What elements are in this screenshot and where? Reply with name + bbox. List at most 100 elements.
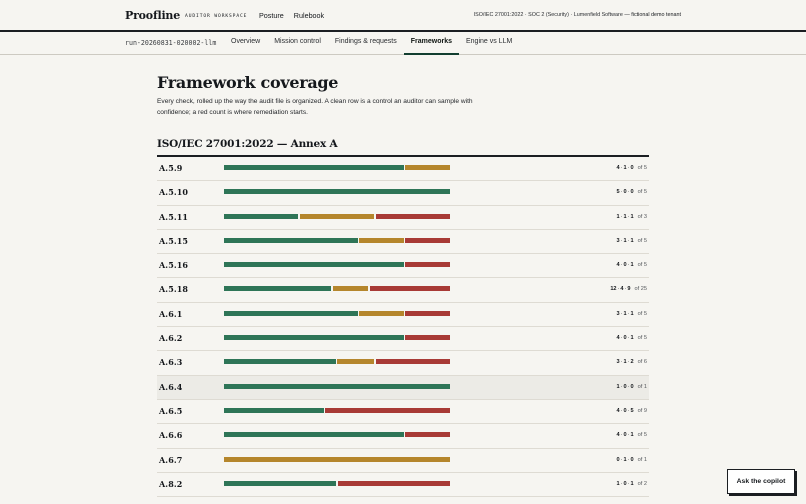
coverage-bar <box>224 262 450 268</box>
control-row[interactable]: A.8.2 1·0·1 of 2 <box>157 473 649 498</box>
bar-segment-fail <box>337 480 450 486</box>
tenant-note: — fictional demo tenant <box>622 12 681 18</box>
control-row[interactable]: A.6.4 1·0·0 of 1 <box>157 375 649 400</box>
coverage-bar <box>224 456 450 462</box>
separator-dot: · <box>620 480 623 487</box>
bar-segment-pass <box>224 165 404 170</box>
coverage-bar <box>224 165 450 170</box>
total-count: of 5 <box>637 335 647 342</box>
section-divider <box>157 155 649 157</box>
separator-dot: · <box>627 359 630 366</box>
count-summary: 1·0·0 of 1 <box>617 384 647 390</box>
partial-count: 1 <box>623 237 627 244</box>
tab-findings-requests[interactable]: Findings & requests <box>334 38 397 45</box>
control-row[interactable]: A.6.7 0·1·0 of 1 <box>157 449 649 473</box>
separator-dot: · <box>627 383 630 390</box>
control-row[interactable]: A.5.18 12·4·9 of 25 <box>157 278 649 303</box>
count-summary: 3·1·2 of 6 <box>617 359 647 365</box>
separator-dot: · <box>620 383 623 390</box>
bar-segment-fail <box>375 213 450 219</box>
control-id: A.6.1 <box>159 308 183 319</box>
fail-count: 0 <box>630 456 634 463</box>
bar-segment-partial <box>359 310 404 316</box>
control-row[interactable]: A.5.16 4·0·1 of 5 <box>157 254 649 279</box>
pass-count: 1 <box>616 383 620 390</box>
bar-segment-fail <box>405 262 450 268</box>
control-row[interactable]: A.6.6 4·0·1 of 5 <box>157 424 649 449</box>
tab-engine-vs-llm[interactable]: Engine vs LLM <box>466 38 513 45</box>
control-list: A.5.9 4·1·0 of 5 A.5.10 5·0·0 of 5 A.5.11 1·1·1… <box>157 157 649 498</box>
fail-count: 1 <box>630 213 634 220</box>
pass-count: 3 <box>616 237 620 244</box>
coverage-bar <box>224 383 450 389</box>
pass-count: 4 <box>616 165 620 171</box>
tab-frameworks[interactable]: Frameworks <box>403 32 459 55</box>
total-count: of 25 <box>634 286 647 293</box>
control-id: A.6.4 <box>159 381 183 392</box>
control-id: A.5.15 <box>159 235 189 246</box>
pass-count: 4 <box>616 262 620 269</box>
control-id: A.6.3 <box>159 357 183 368</box>
coverage-bar <box>224 213 450 219</box>
pass-count: 4 <box>616 407 620 414</box>
control-row[interactable]: A.6.2 4·0·1 of 5 <box>157 327 649 352</box>
separator-dot: · <box>620 432 623 439</box>
tab-mission-control[interactable]: Mission control <box>274 38 321 45</box>
nav-rulebook[interactable]: Rulebook <box>293 11 325 20</box>
pass-count: 4 <box>616 432 620 439</box>
control-row[interactable]: A.6.1 3·1·1 of 5 <box>157 303 649 328</box>
count-summary: 1·0·1 of 2 <box>617 481 647 487</box>
pass-count: 12 <box>610 286 617 293</box>
control-id: A.6.5 <box>159 405 183 416</box>
partial-count: 1 <box>623 310 627 317</box>
separator-dot: · <box>627 456 630 463</box>
fail-count: 0 <box>630 189 634 196</box>
control-row[interactable]: A.5.15 3·1·1 of 5 <box>157 230 649 255</box>
coverage-bar <box>224 237 450 243</box>
separator-dot: · <box>620 335 623 342</box>
pass-count: 5 <box>616 189 620 196</box>
tab-overview[interactable]: Overview <box>231 38 261 45</box>
ask-copilot-button[interactable]: Ask the copilot <box>727 469 795 494</box>
partial-count: 0 <box>623 407 627 414</box>
control-row[interactable]: A.5.10 5·0·0 of 5 <box>157 181 649 206</box>
pass-count: 1 <box>616 213 620 220</box>
run-id: run-20260831-020002-llm <box>125 39 217 47</box>
control-row[interactable]: A.5.11 1·1·1 of 3 <box>157 206 649 230</box>
bar-segment-pass <box>224 432 404 438</box>
partial-count: 1 <box>623 213 627 220</box>
fail-count: 2 <box>630 359 634 366</box>
fail-count: 1 <box>630 432 634 439</box>
bar-segment-pass <box>224 407 324 413</box>
bar-segment-pass <box>224 359 336 365</box>
bar-segment-fail <box>405 237 450 243</box>
page-intro: Every check, rolled up the way the audit… <box>157 98 473 116</box>
total-count: of 5 <box>637 165 647 171</box>
total-count: of 5 <box>637 189 647 196</box>
brand-logo[interactable]: Proofline AUDITOR WORKSPACE <box>125 9 247 22</box>
nav-posture[interactable]: Posture <box>259 11 284 20</box>
control-row[interactable]: A.6.5 4·0·5 of 9 <box>157 400 649 425</box>
top-bar: Proofline AUDITOR WORKSPACE Posture Rule… <box>0 0 806 32</box>
total-count: of 3 <box>637 213 647 220</box>
count-summary: 4·0·1 of 5 <box>617 335 647 341</box>
separator-dot: · <box>620 213 623 220</box>
count-summary: 4·0·5 of 9 <box>617 408 647 414</box>
bar-segment-fail <box>405 432 450 438</box>
separator-dot: · <box>620 310 623 317</box>
separator-dot: · <box>627 432 630 439</box>
bar-segment-partial <box>224 456 450 462</box>
separator-dot: · <box>627 480 630 487</box>
control-row[interactable]: A.5.9 4·1·0 of 5 <box>157 157 649 182</box>
bar-segment-fail <box>325 407 450 413</box>
partial-count: 0 <box>623 262 627 269</box>
total-count: of 5 <box>637 310 647 317</box>
control-row[interactable]: A.6.3 3·1·2 of 6 <box>157 351 649 376</box>
separator-dot: · <box>627 407 630 414</box>
page-title: Framework coverage <box>157 73 339 92</box>
count-summary: 3·1·1 of 5 <box>617 238 647 244</box>
bar-segment-partial <box>337 359 375 365</box>
total-count: of 2 <box>637 480 647 487</box>
total-count: of 6 <box>637 359 647 366</box>
control-id: A.5.10 <box>159 187 189 198</box>
